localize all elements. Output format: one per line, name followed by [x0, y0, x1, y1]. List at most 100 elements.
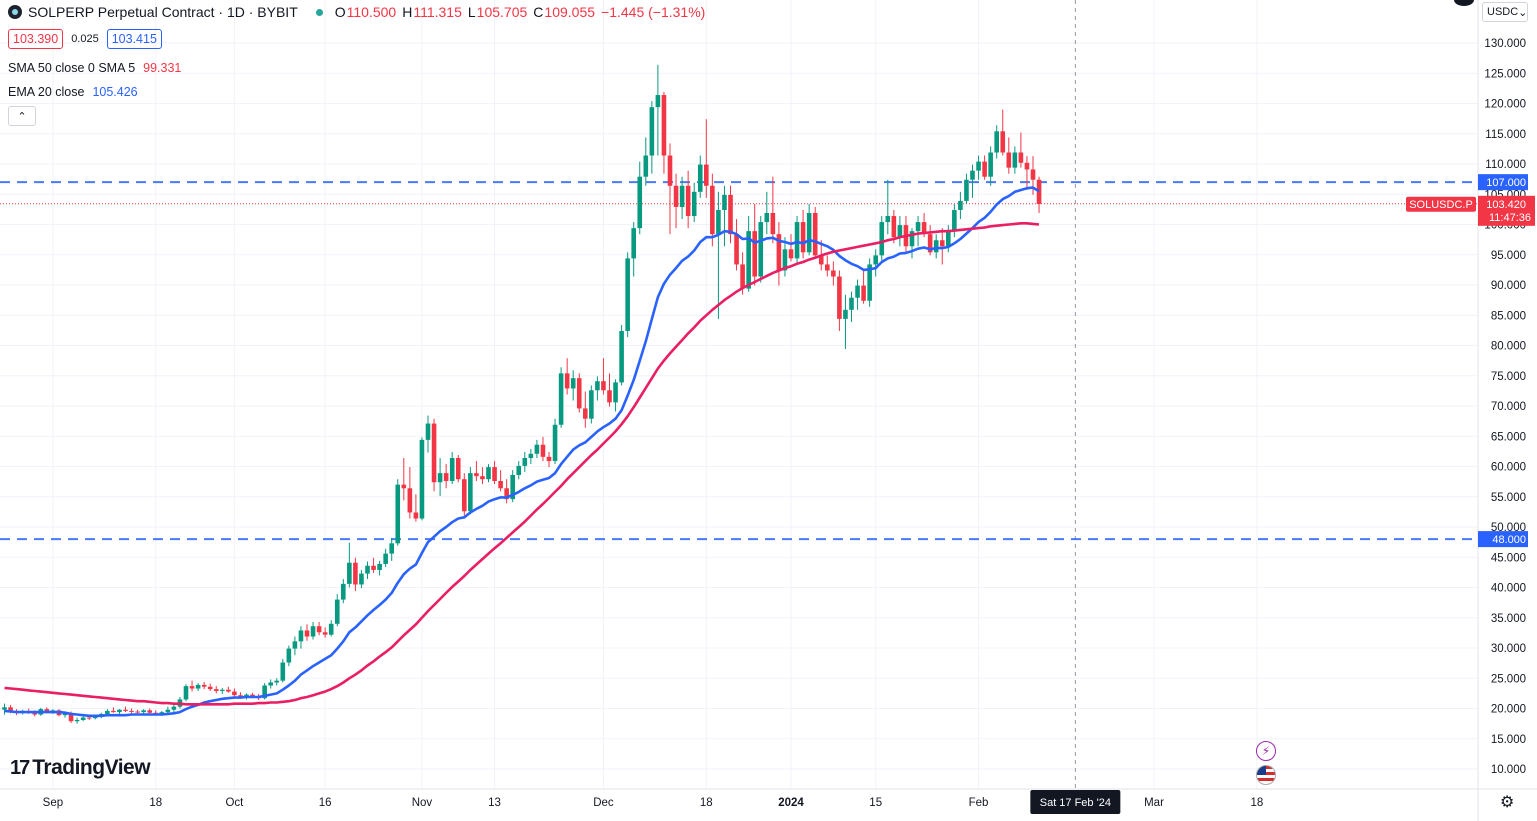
y-tick-label: 50.000	[1491, 522, 1526, 534]
candle-body	[171, 706, 177, 710]
candle-body	[988, 152, 993, 177]
x-tick-label: 16	[319, 797, 332, 809]
candle-body	[933, 240, 939, 253]
candle-body	[401, 484, 407, 489]
candle-body	[528, 453, 534, 459]
candle-body	[437, 473, 443, 483]
tradingview-logo[interactable]: 17 TradingView	[10, 756, 151, 780]
candle-body	[752, 231, 757, 277]
candle-body	[462, 479, 467, 512]
y-tick-label: 110.000	[1485, 159, 1526, 171]
spread-value: 0.025	[71, 33, 99, 45]
candle-body	[794, 222, 800, 259]
candle-body	[964, 179, 969, 201]
market-status-icon	[315, 8, 323, 16]
candle-body	[286, 648, 292, 663]
candle-body	[746, 231, 751, 289]
symbol-tag	[1406, 196, 1476, 212]
candle-body	[631, 228, 636, 259]
ohlc-close-value: 109.055	[544, 4, 596, 20]
candle-body	[492, 467, 497, 482]
y-tick-label: 95.000	[1491, 250, 1526, 262]
candle-body	[558, 373, 564, 425]
event-us-flag-icon[interactable]	[1256, 765, 1276, 785]
candle-body	[679, 185, 685, 207]
indicator-sma-legend[interactable]: SMA 50 close 0 SMA 5 99.331	[8, 61, 181, 75]
candle-body	[419, 439, 425, 519]
candle-body	[183, 686, 189, 700]
symbol-tag-label: SOLUSDC.P	[1409, 199, 1473, 211]
x-tick-label: 18	[700, 797, 713, 809]
candle-body	[800, 222, 806, 253]
y-tick-label: 90.000	[1491, 280, 1526, 292]
settings-gear-icon[interactable]: ⚙	[1500, 794, 1515, 811]
candle-body	[595, 381, 600, 391]
y-tick-label: 55.000	[1491, 492, 1526, 504]
currency-selector[interactable]: USDC ⌄	[1482, 2, 1528, 22]
candle-body	[812, 213, 818, 256]
collapse-legend-button[interactable]: ⌃	[8, 106, 36, 126]
candle-body	[643, 155, 649, 177]
candle-body	[268, 682, 273, 686]
candle-body	[837, 276, 842, 319]
ohlc-open-label: O	[334, 4, 346, 20]
candle-body	[1000, 131, 1006, 153]
candle-body	[867, 264, 872, 301]
candle-body	[341, 583, 346, 600]
candle-body	[123, 709, 128, 711]
event-flash-icon[interactable]: ⚡	[1256, 741, 1276, 761]
last-price-tag	[1478, 195, 1535, 226]
candle-body	[825, 264, 830, 271]
candle-body	[891, 216, 897, 238]
candle-body	[921, 222, 927, 235]
indicator-ema-legend[interactable]: EMA 20 close 105.426	[8, 85, 138, 99]
candle-body	[982, 161, 987, 177]
candle-body	[347, 562, 352, 584]
y-tick-label: 125.000	[1484, 68, 1526, 80]
x-tick-label: Dec	[593, 797, 614, 809]
candle-body	[776, 234, 782, 271]
y-tick-label: 60.000	[1491, 462, 1526, 474]
candle-body	[80, 717, 86, 720]
candle-body	[818, 255, 824, 265]
candle-body	[504, 488, 509, 500]
symbol-title[interactable]: SOLPERP Perpetual Contract · 1D · BYBIT	[28, 4, 298, 20]
candle-body	[613, 382, 618, 403]
price-tag-label: 107.000	[1486, 177, 1526, 189]
candle-body	[788, 249, 794, 259]
candle-body	[510, 474, 515, 500]
y-tick-label: 115.000	[1485, 129, 1526, 141]
candle-body	[764, 213, 770, 223]
symbol-legend: SOLPERP Perpetual Contract · 1D · BYBIT …	[8, 4, 711, 20]
countdown-label: 11:47:36	[1489, 212, 1531, 224]
buy-price-button[interactable]: 103.415	[106, 29, 162, 49]
x-tick-label: 18	[149, 797, 162, 809]
indicator-ema-value: 105.426	[92, 85, 138, 99]
candle-body	[232, 691, 237, 696]
ohlc-high-label: H	[402, 4, 413, 20]
series-line-ema-20-close	[4, 186, 1040, 718]
snapshot-icon[interactable]	[1454, 0, 1474, 6]
candle-body	[843, 309, 848, 319]
candle-body	[353, 562, 358, 585]
candle-body	[62, 713, 68, 716]
candle-body	[661, 95, 667, 156]
candle-body	[667, 155, 673, 186]
candle-body	[552, 424, 558, 462]
candle-body	[1030, 169, 1036, 180]
candle-body	[498, 481, 503, 489]
candle-body	[389, 543, 394, 554]
candle-body	[195, 684, 201, 689]
candle-body	[583, 408, 588, 419]
candle-body	[105, 710, 110, 714]
ohlc-low-value: 105.705	[476, 4, 528, 20]
candle-body	[334, 599, 340, 624]
candle-body	[849, 297, 854, 310]
candle-body	[304, 630, 310, 637]
x-tick-label: Sep	[43, 797, 63, 809]
candle-body	[710, 185, 715, 235]
sell-price-button[interactable]: 103.390	[8, 29, 64, 49]
candle-body	[262, 685, 267, 699]
candle-body	[425, 423, 431, 440]
